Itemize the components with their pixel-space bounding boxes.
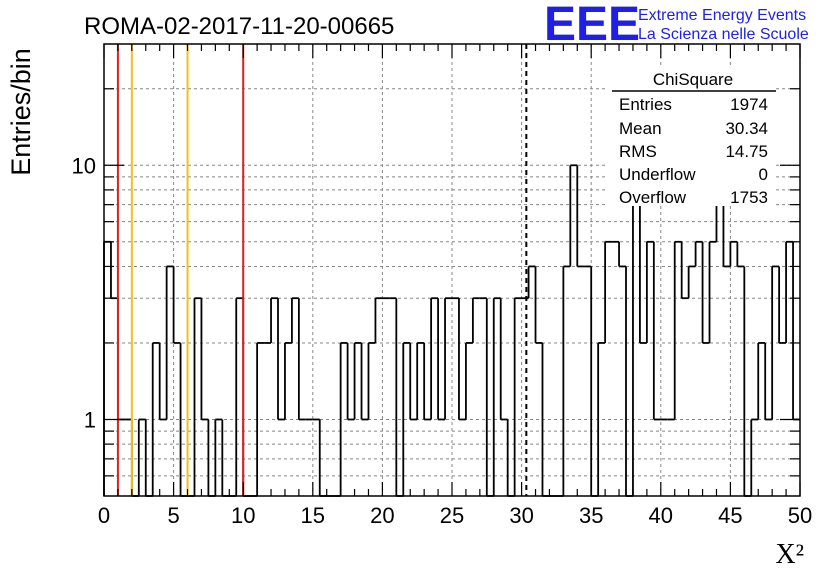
x-tick-labels: 0 5 10 15 20 25 30 35 40 45 50 bbox=[98, 503, 812, 528]
y-tick-label: 10 bbox=[72, 153, 96, 178]
x-tick-label: 40 bbox=[649, 503, 673, 528]
stats-box: ChiSquare Entries 1974 Mean 30.34 RMS 14… bbox=[608, 68, 776, 207]
stats-value-overflow: 1753 bbox=[730, 188, 768, 207]
axis-ticks bbox=[103, 44, 801, 496]
eee-logo: EEE bbox=[544, 0, 640, 51]
stats-label-overflow: Overflow bbox=[619, 188, 687, 207]
stats-value-entries: 1974 bbox=[730, 95, 768, 114]
stats-label-entries: Entries bbox=[619, 95, 672, 114]
x-tick-label: 10 bbox=[231, 503, 255, 528]
y-tick-labels: 1 10 bbox=[72, 153, 96, 432]
y-axis-label: Entries/bin bbox=[6, 48, 36, 176]
x-tick-label: 45 bbox=[718, 503, 742, 528]
stats-value-mean: 30.34 bbox=[725, 119, 768, 138]
stats-value-rms: 14.75 bbox=[725, 142, 768, 161]
y-tick-label: 1 bbox=[84, 407, 96, 432]
x-tick-label: 50 bbox=[788, 503, 812, 528]
x-tick-label: 5 bbox=[167, 503, 179, 528]
stats-label-rms: RMS bbox=[619, 142, 657, 161]
x-tick-label: 30 bbox=[509, 503, 533, 528]
x-tick-label: 25 bbox=[440, 503, 464, 528]
stats-label-mean: Mean bbox=[619, 119, 662, 138]
threshold-lines bbox=[116, 44, 528, 496]
x-tick-label: 20 bbox=[370, 503, 394, 528]
x-tick-label: 35 bbox=[579, 503, 603, 528]
stats-label-underflow: Underflow bbox=[619, 165, 696, 184]
x-axis-label: X² bbox=[775, 539, 804, 570]
logo-line-2: La Scienza nelle Scuole bbox=[638, 26, 809, 43]
stats-title: ChiSquare bbox=[653, 70, 733, 89]
x-tick-label: 0 bbox=[98, 503, 110, 528]
histogram-bars bbox=[103, 164, 800, 497]
logo-line-1: Extreme Energy Events bbox=[638, 7, 806, 24]
chart-title: ROMA-02-2017-11-20-00665 bbox=[84, 13, 394, 40]
stats-value-underflow: 0 bbox=[759, 165, 768, 184]
x-tick-label: 15 bbox=[301, 503, 325, 528]
